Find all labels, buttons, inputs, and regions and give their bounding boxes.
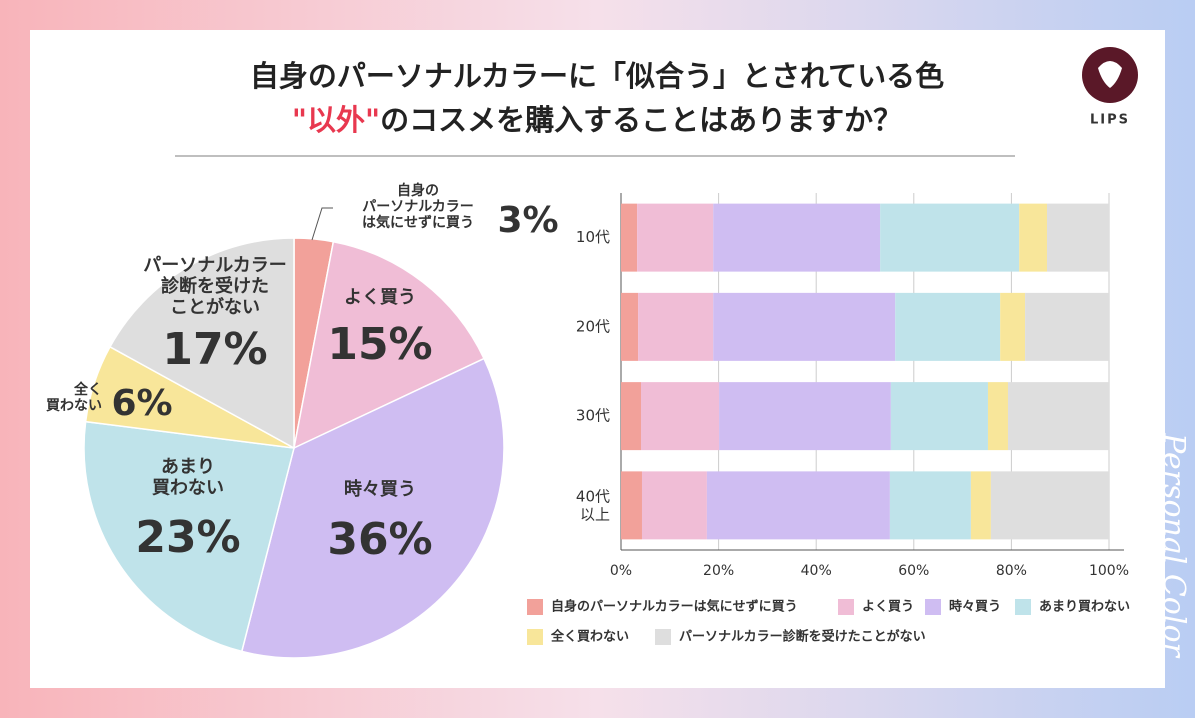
slice-value-label: 3%	[497, 200, 558, 241]
bar-segment	[706, 471, 890, 540]
bar-segment	[890, 382, 988, 451]
bar-segment	[1000, 292, 1026, 361]
bar-segment	[970, 471, 991, 540]
pie-slice	[83, 420, 295, 653]
x-tick-label: 40%	[801, 563, 832, 579]
legend-swatch	[527, 629, 543, 645]
bar-segment	[889, 471, 971, 540]
bar-segment	[641, 382, 720, 451]
y-tick-label: 20代	[576, 317, 610, 335]
bar-segment	[1019, 203, 1048, 272]
legend-label: よく買う	[862, 600, 914, 615]
legend-label: 全く買わない	[550, 629, 629, 645]
bar-segment	[713, 203, 881, 272]
pie-slice	[240, 357, 505, 659]
x-tick-label: 60%	[898, 563, 929, 579]
side-text: Personal Color	[1156, 432, 1191, 658]
legend-swatch	[838, 599, 854, 615]
y-tick-label: 30代	[576, 407, 610, 425]
legend-label: 時々買う	[949, 599, 1001, 615]
legend-swatch	[1015, 599, 1031, 615]
x-tick-label: 0%	[610, 563, 632, 579]
x-tick-label: 20%	[703, 563, 734, 579]
slice-value-label: 15%	[327, 319, 432, 370]
slice-label: あまり買わない	[152, 457, 224, 499]
logo-icon	[1098, 61, 1122, 88]
legend-swatch	[655, 629, 671, 645]
title-rest: のコスメを購入することはありますか？	[380, 103, 902, 137]
bar-segment	[987, 382, 1008, 451]
legend-label: パーソナルカラー診断を受けたことがない	[679, 629, 926, 645]
bar-segment	[621, 292, 639, 361]
title-line: "以外"のコスメを購入することはありますか？	[292, 103, 902, 137]
bar-segment	[880, 203, 1020, 272]
slice-value-label: 36%	[327, 514, 432, 565]
slice-value-label: 17%	[162, 324, 267, 375]
bar-segment	[1047, 203, 1109, 272]
pie-slice	[292, 240, 486, 450]
slice-value-label: 23%	[135, 512, 240, 563]
bar-segment	[719, 382, 891, 451]
slice-label: 自身のパーソナルカラーは気にせずに買う	[362, 182, 474, 231]
x-tick-label: 100%	[1089, 563, 1129, 579]
legend-label: あまり買わない	[1039, 600, 1130, 615]
title-line: 自身のパーソナルカラーに「似合う」とされている色	[250, 59, 944, 93]
slice-label: パーソナルカラー診断を受けたことがない	[143, 255, 286, 318]
bar-segment	[637, 203, 714, 272]
bar-segment	[641, 471, 707, 540]
x-tick-label: 80%	[996, 563, 1027, 579]
bar-segment	[621, 382, 642, 451]
logo-text: LIPS	[1090, 113, 1130, 128]
pie-slice	[108, 237, 295, 450]
bar-segment	[621, 203, 638, 272]
legend-swatch	[925, 599, 941, 615]
bar-segment	[895, 292, 1001, 361]
slice-label: 時々買う	[344, 479, 416, 500]
bar-segment	[621, 471, 642, 540]
y-tick-label: 40代以上	[576, 487, 610, 523]
leader-line	[311, 207, 333, 241]
bar-segment	[638, 292, 714, 361]
bar-segment	[990, 471, 1109, 540]
bar-segment	[1025, 292, 1109, 361]
bar-segment	[1007, 382, 1109, 451]
bar-segment	[713, 292, 896, 361]
slice-value-label: 6%	[111, 383, 172, 424]
charts: 自身のパーソナルカラーは気にせずに買う 3% よく買う 15% 時々買う 36% あまり買わ…	[46, 182, 1130, 659]
legend-label: 自身のパーソナルカラーは気にせずに買う	[551, 599, 798, 615]
slice-label: よく買う	[344, 287, 416, 308]
title-emphasis: "以外"	[292, 103, 380, 137]
legend-swatch	[527, 599, 543, 615]
y-tick-label: 10代	[576, 228, 610, 246]
slice-label: 全く買わない	[46, 381, 102, 414]
